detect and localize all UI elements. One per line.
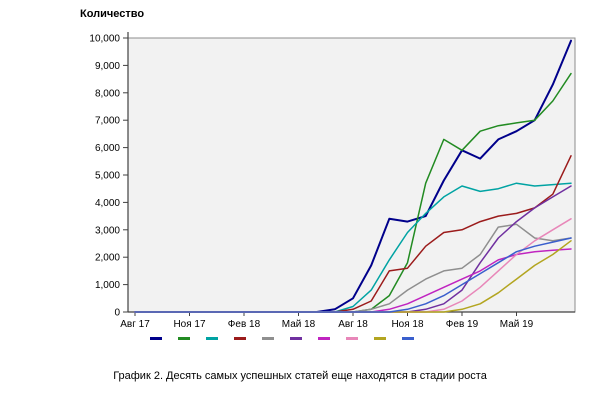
svg-text:9,000: 9,000 — [95, 61, 120, 72]
svg-text:Авг 17: Авг 17 — [120, 319, 150, 330]
svg-text:10,000: 10,000 — [89, 34, 120, 45]
line-chart: 0 1,000 2,000 3,000 4,000 5,000 6,000 7,000 8,00… — [89, 32, 576, 340]
svg-text:1,000: 1,000 — [95, 280, 120, 291]
svg-text:Май 18: Май 18 — [282, 319, 316, 330]
legend-marker-cropped — [150, 337, 162, 340]
legend-marker-cropped — [346, 337, 358, 340]
legend-marker-cropped — [206, 337, 218, 340]
legend-marker-cropped — [374, 337, 386, 340]
svg-text:Май 19: Май 19 — [500, 319, 534, 330]
svg-text:Ноя 18: Ноя 18 — [391, 319, 424, 330]
svg-text:3,000: 3,000 — [95, 225, 120, 236]
legend-marker-cropped — [318, 337, 330, 340]
svg-text:Авг 18: Авг 18 — [338, 319, 368, 330]
legend-marker-cropped — [402, 337, 414, 340]
legend-marker-cropped — [178, 337, 190, 340]
legend-marker-cropped — [290, 337, 302, 340]
chart-caption: График 2. Десять самых успешных статей е… — [113, 370, 487, 382]
svg-text:2,000: 2,000 — [95, 253, 120, 264]
legend-marker-cropped — [262, 337, 274, 340]
svg-text:Фев 18: Фев 18 — [228, 319, 261, 330]
legend-marker-cropped — [234, 337, 246, 340]
svg-text:Фев 19: Фев 19 — [446, 319, 479, 330]
svg-text:8,000: 8,000 — [95, 88, 120, 99]
svg-text:Ноя 17: Ноя 17 — [173, 319, 206, 330]
svg-text:5,000: 5,000 — [95, 171, 120, 182]
chart-title: Количество — [80, 8, 145, 20]
svg-text:6,000: 6,000 — [95, 143, 120, 154]
svg-text:7,000: 7,000 — [95, 116, 120, 127]
svg-text:4,000: 4,000 — [95, 198, 120, 209]
svg-text:0: 0 — [114, 308, 120, 319]
